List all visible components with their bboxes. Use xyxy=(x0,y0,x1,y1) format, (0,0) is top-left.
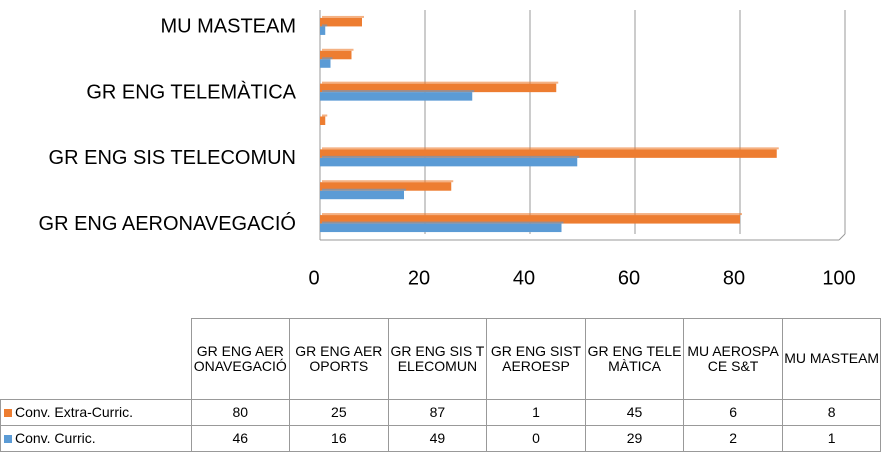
y-tick-label: GR ENG AERONAVEGACIÓ xyxy=(39,212,296,235)
bar xyxy=(320,182,452,191)
bar xyxy=(320,149,777,158)
row-header: Conv. Curric. xyxy=(0,424,192,452)
table-value: 29 xyxy=(584,424,685,452)
chart: 0 20 40 60 80 100 GR ENG AERONAVEGACIÓ GR ENG S… xyxy=(39,10,856,289)
series-row: Conv. Curric. 46 16 49 0 29 2 1 xyxy=(0,424,882,452)
column-header: MU AEROSPACE S&T xyxy=(683,318,783,400)
bar xyxy=(320,17,362,27)
bar xyxy=(320,50,352,60)
corner xyxy=(1,319,192,400)
bar-top xyxy=(322,81,559,84)
legend-key xyxy=(4,434,12,443)
legend-key xyxy=(4,408,12,417)
data-table: GR ENG AERONAVEGACIÓ GR ENG AEROPORTS GR E… xyxy=(0,318,882,452)
legend-label: Conv. Curric. xyxy=(15,429,96,446)
bar-top xyxy=(322,188,406,191)
y-tick-label: GR ENG TELEMÀTICA xyxy=(86,80,296,103)
bar xyxy=(320,92,473,101)
bar xyxy=(320,26,326,35)
bar-top xyxy=(322,90,475,93)
table-value: 45 xyxy=(584,398,685,426)
table-value: 80 xyxy=(190,398,291,426)
bar-top xyxy=(322,180,454,183)
table-value: 6 xyxy=(683,398,783,426)
x-tick-label: 20 xyxy=(408,267,430,289)
table-value: 1 xyxy=(781,424,882,452)
bar xyxy=(320,157,578,167)
bar-top xyxy=(322,213,742,216)
bar-top xyxy=(322,15,364,18)
row-header: Conv. Extra-Curric. xyxy=(0,398,192,426)
bar-top xyxy=(322,24,328,27)
bar xyxy=(320,190,404,200)
table-value: 16 xyxy=(289,424,389,452)
y-tick-label: MU MASTEAM xyxy=(160,16,296,38)
series-row: Conv. Extra-Curric. 80 25 87 1 45 6 8 xyxy=(0,398,882,426)
bar-top xyxy=(322,57,333,60)
y-tick-label: GR ENG SIS TELECOMUN xyxy=(49,147,296,169)
x-tick-label: 80 xyxy=(723,267,745,289)
column-header: GR ENG SIST AEROESP xyxy=(486,318,586,400)
floor-edge xyxy=(838,233,846,241)
column-header: GR ENG AERONAVEGACIÓ xyxy=(190,318,291,400)
bar xyxy=(320,116,326,125)
table-value: 8 xyxy=(781,398,882,426)
bar xyxy=(320,215,740,224)
column-header: GR ENG TELEMÀTICA xyxy=(584,318,685,400)
table-value: 1 xyxy=(486,398,586,426)
bar xyxy=(320,83,557,93)
bar xyxy=(320,223,562,233)
bar-top xyxy=(322,48,354,51)
x-tick-label: 0 xyxy=(308,267,319,289)
bar xyxy=(320,59,331,68)
bar-top xyxy=(322,155,580,158)
table-value: 49 xyxy=(387,424,488,452)
table-value: 46 xyxy=(190,424,291,452)
x-tick-label: 100 xyxy=(822,267,855,289)
bar-top xyxy=(322,147,779,150)
column-header: MU MASTEAM xyxy=(781,318,882,400)
table-value: 0 xyxy=(486,424,586,452)
header-row: GR ENG AERONAVEGACIÓ GR ENG AEROPORTS GR E… xyxy=(1,318,882,400)
x-tick-label: 60 xyxy=(618,267,640,289)
table-value: 2 xyxy=(683,424,783,452)
bar-top xyxy=(322,221,564,224)
column-header: GR ENG AEROPORTS xyxy=(289,318,389,400)
table-value: 87 xyxy=(387,398,488,426)
table-value: 25 xyxy=(289,398,389,426)
x-tick-label: 40 xyxy=(513,267,535,289)
bar-top xyxy=(322,114,328,117)
column-header: GR ENG SIS TELECOMUN xyxy=(387,318,488,400)
legend-label: Conv. Extra-Curric. xyxy=(15,403,133,420)
